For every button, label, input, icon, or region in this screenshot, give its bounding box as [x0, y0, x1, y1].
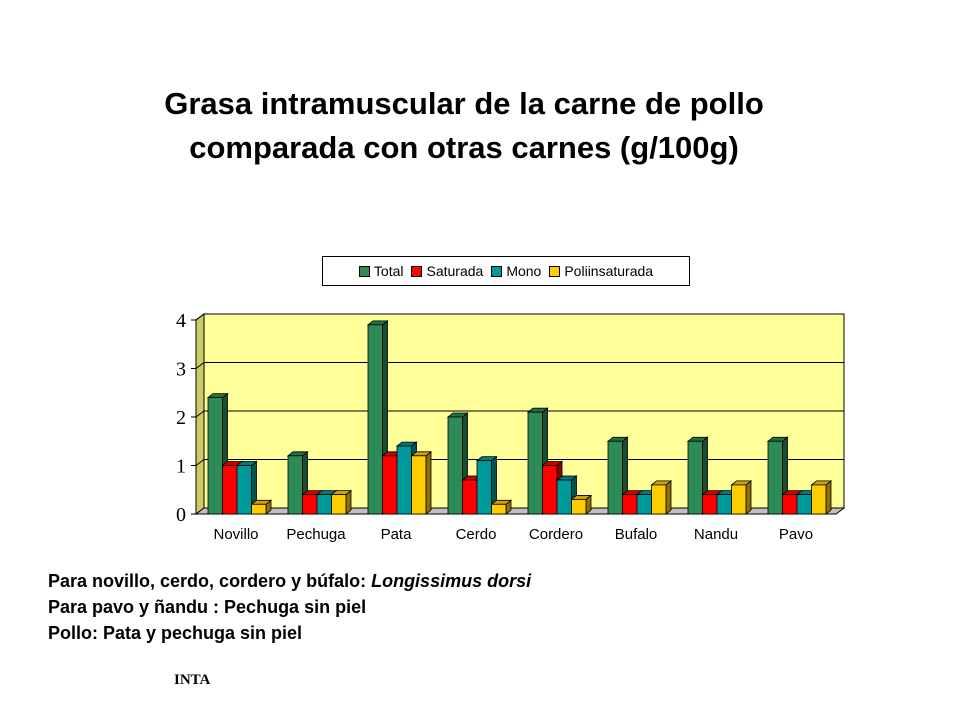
gridline-side [195, 362, 205, 369]
footnotes: Para novillo, cerdo, cordero y búfalo: L… [48, 568, 531, 646]
legend-item-poliinsaturada: Poliinsaturada [549, 263, 653, 279]
bar [542, 465, 558, 515]
bar [811, 484, 827, 515]
bar [447, 416, 463, 515]
bar [636, 494, 652, 515]
x-tick-label: Bufalo [615, 526, 658, 543]
gridline-side [195, 410, 205, 418]
bar [287, 455, 303, 515]
bar [316, 494, 332, 515]
bar [716, 494, 732, 515]
bar [622, 494, 638, 515]
bar [302, 494, 318, 515]
x-tick-label: Novillo [213, 526, 258, 543]
footnote-line-1-muscle: Longissimus dorsi [371, 571, 532, 591]
x-tick-label: Cerdo [456, 526, 497, 543]
bar [651, 484, 667, 515]
y-tick-label: 4 [176, 310, 186, 332]
bar [782, 494, 798, 515]
bar [382, 455, 398, 515]
bar [556, 479, 572, 515]
bar [687, 440, 703, 515]
chart-title-line-2: comparada con otras carnes (g/100g) [189, 130, 739, 165]
y-tick-label: 2 [176, 407, 186, 429]
source-label: INTA [174, 672, 211, 688]
legend-swatch-poliinsaturada [549, 265, 561, 277]
legend-label-poliinsaturada: Poliinsaturada [564, 263, 654, 279]
chart-legend: Total Saturada Mono Poliinsaturada [322, 256, 690, 286]
bar-side [745, 480, 752, 515]
y-tick-label: 0 [176, 504, 186, 526]
bar [527, 411, 543, 515]
y-tick-label: 3 [176, 359, 186, 381]
x-tick-label: Pata [381, 526, 413, 543]
gridline-side [195, 459, 205, 466]
bar [462, 479, 478, 515]
footnote-line-1: Para novillo, cerdo, cordero y búfalo: L… [48, 568, 531, 594]
bar-side [665, 480, 672, 515]
bar [476, 460, 492, 515]
legend-swatch-total [358, 265, 370, 277]
gridline-side [195, 313, 205, 321]
bar [222, 465, 238, 515]
bar [702, 494, 718, 515]
legend-item-saturada: Saturada [411, 263, 483, 279]
bar [571, 499, 587, 515]
footnote-line-2: Para pavo y ñandu : Pechuga sin piel [48, 597, 367, 617]
bar [731, 484, 747, 515]
bar [767, 440, 783, 515]
bar-side [825, 480, 832, 515]
legend-label-saturada: Saturada [426, 263, 484, 279]
x-tick-label: Nandu [694, 526, 738, 543]
bar [251, 503, 267, 515]
chart-title-line-1: Grasa intramuscular de la carne de pollo [164, 86, 764, 121]
legend-item-total: Total [358, 263, 404, 279]
bar [607, 440, 623, 515]
legend-swatch-mono [491, 265, 503, 277]
footnote-line-3: Pollo: Pata y pechuga sin piel [48, 623, 303, 643]
x-tick-label: Pechuga [286, 526, 346, 543]
legend-label-mono: Mono [506, 263, 542, 279]
x-tick-label: Cordero [529, 526, 583, 543]
y-tick-label: 1 [176, 456, 186, 478]
x-tick-label: Pavo [779, 526, 813, 543]
bar [796, 494, 812, 515]
legend-label-total: Total [373, 263, 404, 279]
bar [331, 494, 347, 515]
bar [367, 324, 383, 515]
footnote-line-1-text: Para novillo, cerdo, cordero y búfalo: [48, 571, 372, 591]
chart-title: Grasa intramuscular de la carne de pollo… [0, 82, 928, 170]
bar [207, 397, 223, 515]
bar [396, 445, 412, 515]
bar [491, 503, 507, 515]
bar [411, 455, 427, 515]
bar-side [425, 450, 432, 515]
legend-item-mono: Mono [491, 263, 541, 279]
bar [236, 465, 252, 515]
legend-swatch-saturada [411, 265, 423, 277]
